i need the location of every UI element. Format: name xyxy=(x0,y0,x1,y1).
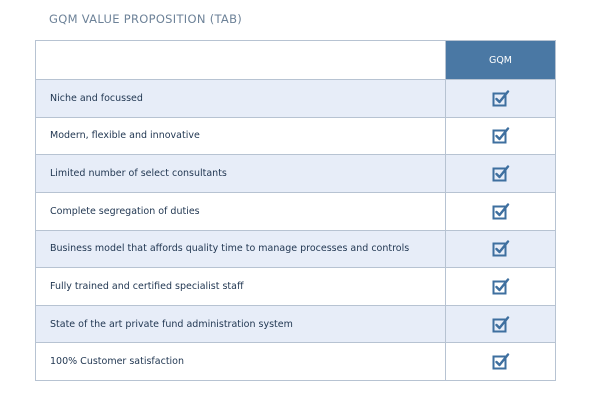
table-row: Limited number of select consultants xyxy=(36,154,555,192)
row-label: Fully trained and certified specialist s… xyxy=(36,268,446,305)
check-icon xyxy=(492,90,509,107)
check-icon xyxy=(492,165,509,182)
check-icon xyxy=(492,202,509,220)
check-cell xyxy=(446,155,555,192)
row-label: Limited number of select consultants xyxy=(36,155,446,192)
check-cell xyxy=(446,80,555,117)
table-row: Modern, flexible and innovative xyxy=(36,116,555,155)
check-icon xyxy=(492,240,509,257)
check-icon xyxy=(492,315,509,333)
row-label: Modern, flexible and innovative xyxy=(36,117,446,155)
check-cell xyxy=(446,268,555,305)
header-cell xyxy=(36,41,446,79)
table-row: Niche and focussed xyxy=(36,79,555,117)
check-cell xyxy=(446,231,555,268)
row-label: Complete segregation of duties xyxy=(36,192,446,230)
row-label: Niche and focussed xyxy=(36,80,446,117)
check-cell xyxy=(446,118,555,155)
page-title: GQM VALUE PROPOSITION (TAB) xyxy=(49,12,243,26)
check-cell xyxy=(446,193,555,230)
table-row: Business model that affords quality time… xyxy=(36,229,555,268)
header-row: GQM xyxy=(36,41,555,79)
table-row: Complete segregation of duties xyxy=(36,191,555,230)
row-label: 100% Customer satisfaction xyxy=(36,343,446,380)
table-row: Fully trained and certified specialist s… xyxy=(36,267,555,305)
check-cell xyxy=(446,306,555,343)
row-label: Business model that affords quality time… xyxy=(36,230,446,268)
check-icon xyxy=(492,278,509,295)
check-cell xyxy=(446,343,555,380)
column-header: GQM xyxy=(446,41,555,79)
check-icon xyxy=(492,127,509,144)
check-icon xyxy=(492,353,509,370)
table-row: 100% Customer satisfaction xyxy=(36,342,555,380)
row-label: State of the art private fund administra… xyxy=(36,305,446,343)
table: GQM Niche and focussed Modern, flexible a… xyxy=(35,40,556,381)
table-row: State of the art private fund administra… xyxy=(36,304,555,343)
